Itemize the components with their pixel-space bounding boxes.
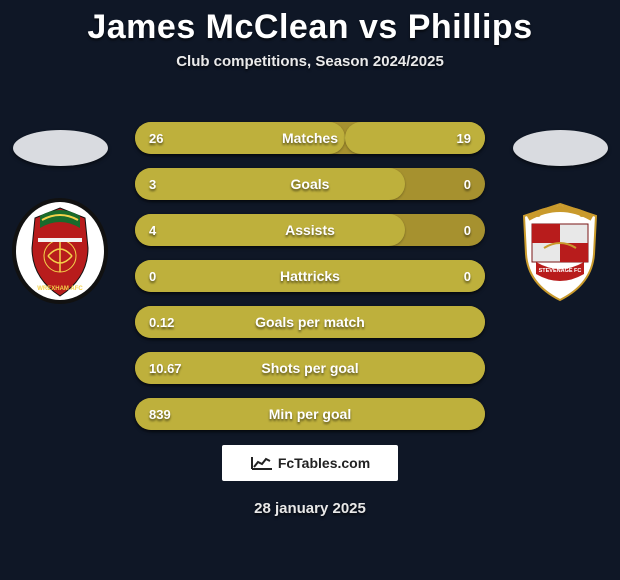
stat-row: Goals per match0.12 — [135, 306, 485, 338]
stat-value-right: 19 — [457, 122, 471, 154]
stat-value-left: 0.12 — [149, 306, 174, 338]
stat-value-left: 0 — [149, 260, 156, 292]
stat-value-left: 839 — [149, 398, 171, 430]
watermark: FcTables.com — [222, 445, 398, 481]
stat-value-left: 26 — [149, 122, 163, 154]
left-club-crest: WREXHAM AFC — [10, 196, 110, 306]
stat-row: Matches26 19 — [135, 122, 485, 154]
stat-label: Min per goal — [135, 398, 485, 430]
watermark-text: FcTables.com — [278, 455, 370, 471]
stat-label: Goals per match — [135, 306, 485, 338]
stat-row: Shots per goal10.67 — [135, 352, 485, 384]
stat-value-left: 10.67 — [149, 352, 182, 384]
stat-label: Assists — [135, 214, 485, 246]
stat-label: Shots per goal — [135, 352, 485, 384]
player-photo-placeholder-right — [513, 130, 608, 166]
date-label: 28 january 2025 — [0, 500, 620, 517]
stat-value-right: 0 — [464, 214, 471, 246]
right-club-crest: STEVENAGE FC — [510, 196, 610, 306]
stat-value-left: 3 — [149, 168, 156, 200]
player-photo-placeholder-left — [13, 130, 108, 166]
stat-row: Goals3 0 — [135, 168, 485, 200]
stat-value-right: 0 — [464, 260, 471, 292]
stat-bars: Matches2619Goals30Assists40Hattricks00Go… — [135, 122, 485, 444]
stat-label: Matches — [135, 122, 485, 154]
svg-text:STEVENAGE FC: STEVENAGE FC — [539, 268, 582, 274]
stat-row: Hattricks0 0 — [135, 260, 485, 292]
stat-label: Hattricks — [135, 260, 485, 292]
svg-text:WREXHAM AFC: WREXHAM AFC — [37, 286, 83, 292]
page-title: James McClean vs Phillips — [0, 0, 620, 47]
stat-label: Goals — [135, 168, 485, 200]
left-player-column: WREXHAM AFC — [0, 110, 120, 306]
stat-row: Min per goal839 — [135, 398, 485, 430]
stat-value-right: 0 — [464, 168, 471, 200]
stat-row: Assists4 0 — [135, 214, 485, 246]
chart-icon — [250, 455, 274, 471]
stat-value-left: 4 — [149, 214, 156, 246]
right-player-column: STEVENAGE FC — [500, 110, 620, 306]
subtitle: Club competitions, Season 2024/2025 — [0, 53, 620, 70]
